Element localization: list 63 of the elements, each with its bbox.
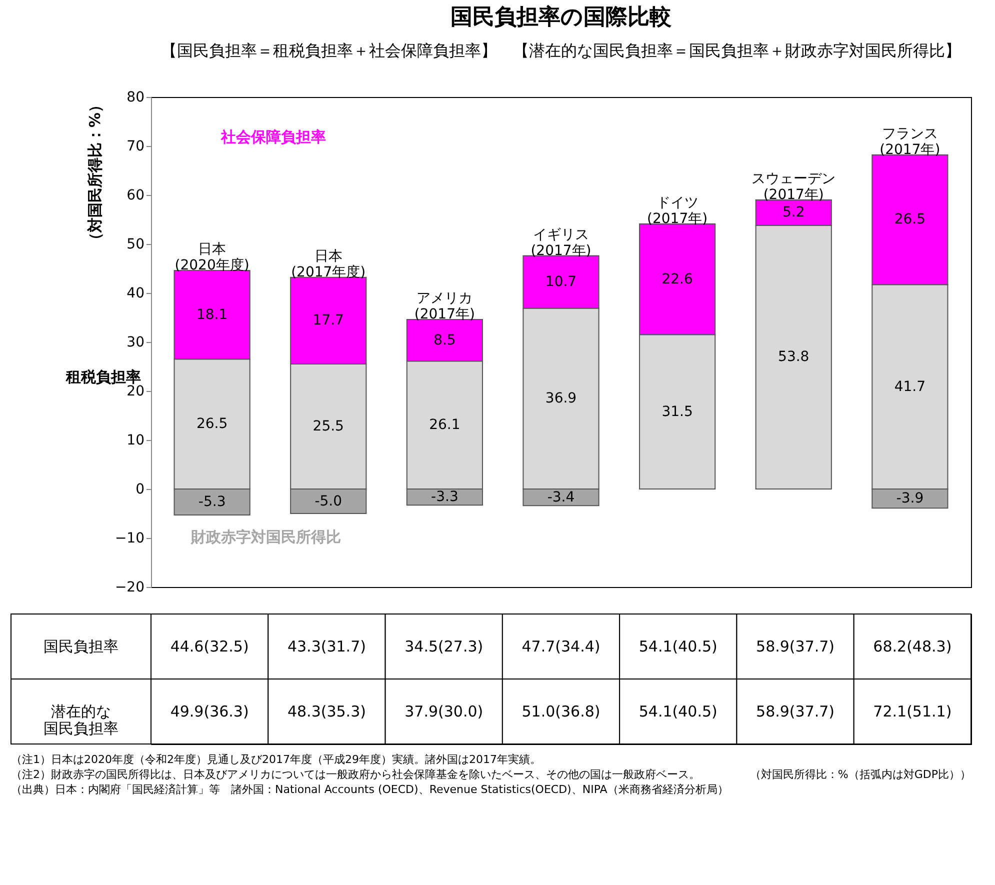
text: （対国民所得比：%（括弧内は対GDP比）） [750,768,971,781]
y-tick-label: 30 [126,334,144,350]
data-label: 18.1 [196,306,228,323]
text: 68.2(48.3) [873,638,952,656]
text: 58.9(37.7) [756,638,835,656]
text: 48.3(35.3) [287,702,366,720]
text: （注1）日本は2020年度（令和2年度）見通し及び2017年度（平成29年度）実績。諸外国は2017年実績。 [11,753,541,766]
y-tick-label: 0 [136,482,144,498]
data-label: -3.3 [431,489,458,506]
data-label: 26.5 [894,212,926,228]
text: 社会保障負担率 [220,128,326,146]
text: 51.0(36.8) [522,702,600,720]
chart-subtitle: 【国民負担率＝租税負担率＋社会保障負担率】 【潜在的な国民負担率＝国民負担率＋財政赤字対国民所得比】 [161,41,961,60]
category-label: 国民負担率 [44,638,118,656]
text: 58.9(37.7) [756,702,835,720]
data-label: 36.9 [545,390,577,407]
data-label: 26.5 [196,416,228,432]
text: 37.9(30.0) [404,702,484,720]
data-label: 53.8 [778,349,810,366]
category-label: 潜在的な国民負担率 [44,702,118,738]
text: 49.9(36.3) [170,702,249,720]
x-tick-label: 日本 (2017年度) [291,248,366,280]
y-tick-label: −10 [114,530,144,546]
data-label: 41.7 [894,378,926,395]
data-label: -5.3 [198,494,226,510]
data-label: 31.5 [662,404,693,420]
y-tick-label: 60 [126,188,144,204]
y-tick-label: 20 [126,384,144,400]
y-tick-label: 10 [126,432,144,448]
text: 54.1(40.5) [638,702,718,720]
series-label: 財政赤字対国民所得比 [190,528,341,546]
x-tick-label: ドイツ (2017年) [647,194,708,227]
data-label: 5.2 [782,204,805,221]
text: （注2）財政赤字の国民所得比は、日本及びアメリカについては一般政府から社会保障基金を除いたベース、その他の国は一般政府ベース。 [11,768,700,781]
text: 34.5(27.3) [404,638,484,656]
text: （出典）日本：内閣府「国民経済計算」等 諸外国：National Accounts (OECD)、Revenue Statistics(OECD)、NIPA（米商務省経済分析局） [11,783,728,796]
data-label: 10.7 [545,274,577,290]
data-label: 25.5 [312,418,344,435]
x-tick-label: 日本 (2020年度) [174,241,250,274]
data-label: -3.4 [547,489,575,506]
x-tick-label: フランス (2017年) [880,126,940,158]
y-tick-label: 80 [126,90,144,106]
data-label: 22.6 [662,271,693,288]
chart-title: 国民負担率の国際比較 [450,4,672,30]
text: 43.3(31.7) [287,638,366,656]
text: 44.6(32.5) [170,638,249,656]
text: 租税負担率 [65,368,141,386]
text: 72.1(51.1) [873,702,952,720]
x-tick-label: アメリカ (2017年) [414,290,475,322]
data-label: 17.7 [312,312,344,329]
data-label: 8.5 [434,332,456,348]
data-label: -3.9 [896,490,924,507]
y-tick-label: 40 [126,286,144,302]
x-tick-label: スウェーデン (2017年) [752,170,836,203]
text: 47.7(34.4) [522,638,600,656]
data-label: 26.1 [429,417,460,434]
x-tick-label: イギリス (2017年) [530,226,592,259]
data-label: -5.0 [314,493,342,510]
y-tick-label: −20 [114,580,144,596]
y-tick-label: 50 [126,236,144,252]
y-axis-title: （対国民所得比：%） [86,98,104,248]
y-tick-label: 70 [126,138,144,154]
text: 54.1(40.5) [638,638,718,656]
